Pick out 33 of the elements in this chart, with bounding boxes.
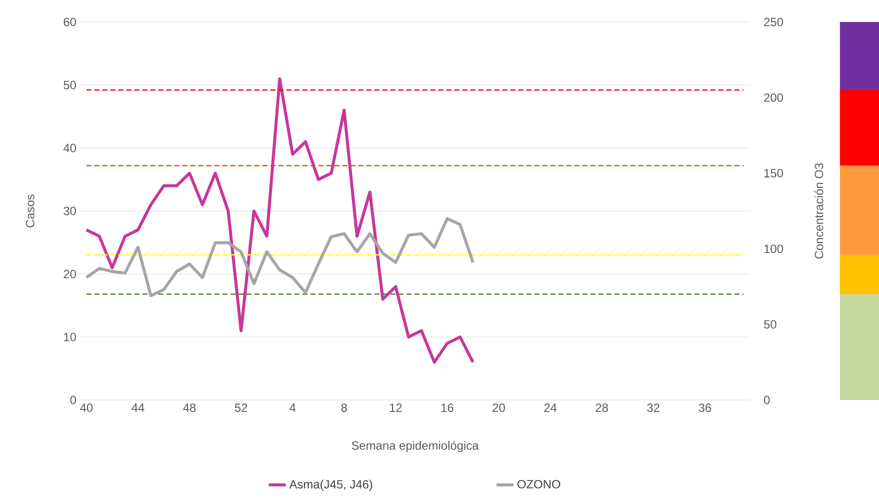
legend-label: OZONO: [518, 480, 560, 488]
y2-tick-label: 150: [764, 168, 784, 178]
x-axis-title: Semana epidemiológica: [352, 440, 479, 452]
x-tick-label: 20: [492, 404, 505, 412]
x-tick-label: 40: [80, 404, 93, 412]
x-tick-label: 52: [234, 404, 248, 412]
y-axis-title: Casos: [26, 194, 34, 228]
y-tick-label: 60: [64, 18, 76, 26]
x-tick-label: 36: [698, 404, 712, 412]
y-tick-label: 20: [64, 270, 76, 278]
line-series: [84, 217, 474, 298]
y-tick-label: 30: [64, 206, 76, 216]
x-tick-label: 8: [341, 404, 347, 412]
y2-tick-label: 50: [764, 320, 776, 329]
x-tick-label: 4: [290, 404, 296, 412]
x-tick-label: 32: [647, 404, 660, 412]
y-tick-label: 40: [63, 144, 76, 152]
x-tick-label: 28: [596, 404, 608, 412]
x-tick-label: 44: [132, 404, 144, 412]
y2-tick-label: 100: [764, 244, 784, 254]
y-tick-label: 50: [64, 80, 76, 90]
y2-tick-label: 250: [764, 18, 784, 26]
y2-axis-title: Concentración O3: [814, 163, 824, 259]
x-tick-label: 24: [544, 404, 557, 412]
y2-tick-label: 0: [764, 396, 770, 404]
x-tick-label: 48: [183, 404, 196, 412]
y2-tick-label: 200: [764, 93, 784, 102]
x-tick-label: 16: [441, 404, 454, 412]
legend-label: Asma(J45, J46): [289, 480, 372, 491]
y-tick-label: 0: [70, 396, 76, 404]
x-tick-label: 12: [390, 404, 402, 412]
y-tick-label: 10: [64, 332, 76, 342]
line-series: [84, 77, 474, 364]
